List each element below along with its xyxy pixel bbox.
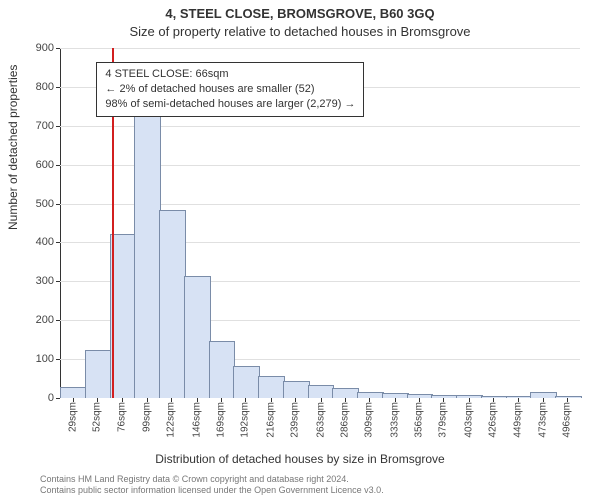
gridline (60, 48, 580, 49)
histogram-bar (60, 387, 87, 398)
histogram-bar (233, 366, 260, 398)
footer-line-2: Contains public sector information licen… (40, 485, 590, 496)
xtick-label: 146sqm (191, 402, 202, 438)
xtick-label: 286sqm (339, 402, 350, 438)
ytick-mark (56, 204, 60, 205)
xtick-label: 449sqm (512, 402, 523, 438)
ytick-mark (56, 165, 60, 166)
ytick-mark (56, 398, 60, 399)
histogram-bar (481, 396, 508, 398)
ytick-label: 700 (14, 120, 54, 132)
ytick-label: 600 (14, 159, 54, 171)
ytick-label: 300 (14, 275, 54, 287)
histogram-bar (209, 341, 236, 398)
ytick-label: 500 (14, 198, 54, 210)
histogram-bar (407, 394, 434, 398)
histogram-bar (85, 350, 112, 398)
xtick-label: 309sqm (364, 402, 375, 438)
ytick-label: 800 (14, 81, 54, 93)
xtick-label: 216sqm (265, 402, 276, 438)
xtick-label: 263sqm (315, 402, 326, 438)
xtick-label: 192sqm (240, 402, 251, 438)
xtick-label: 426sqm (488, 402, 499, 438)
ytick-mark (56, 320, 60, 321)
ytick-mark (56, 126, 60, 127)
plot-area: 010020030040050060070080090029sqm52sqm76… (60, 48, 580, 398)
ytick-mark (56, 281, 60, 282)
ytick-label: 200 (14, 314, 54, 326)
attribution-footer: Contains HM Land Registry data © Crown c… (40, 474, 590, 497)
xtick-label: 473sqm (537, 402, 548, 438)
histogram-bar (134, 113, 161, 398)
histogram-bar (506, 396, 533, 398)
footer-line-1: Contains HM Land Registry data © Crown c… (40, 474, 590, 485)
histogram-bar (332, 388, 359, 398)
annotation-line-1: ← 2% of detached houses are smaller (52) (105, 82, 355, 97)
annotation-box: 4 STEEL CLOSE: 66sqm← 2% of detached hou… (96, 62, 364, 117)
chart-title-subtitle: Size of property relative to detached ho… (0, 24, 600, 39)
histogram-bar (184, 276, 211, 398)
ytick-mark (56, 359, 60, 360)
xtick-label: 356sqm (414, 402, 425, 438)
ytick-mark (56, 242, 60, 243)
histogram-bar (308, 385, 335, 398)
xtick-label: 239sqm (290, 402, 301, 438)
ytick-mark (56, 87, 60, 88)
xtick-label: 29sqm (67, 402, 78, 432)
ytick-label: 400 (14, 236, 54, 248)
ytick-label: 0 (14, 392, 54, 404)
xtick-label: 169sqm (215, 402, 226, 438)
xtick-label: 99sqm (141, 402, 152, 432)
ytick-label: 900 (14, 42, 54, 54)
xtick-label: 379sqm (438, 402, 449, 438)
xtick-label: 76sqm (117, 402, 128, 432)
ytick-label: 100 (14, 353, 54, 365)
xtick-label: 496sqm (562, 402, 573, 438)
histogram-bar (159, 210, 186, 398)
histogram-bar (258, 376, 285, 398)
histogram-bar (283, 381, 310, 398)
xtick-label: 333sqm (389, 402, 400, 438)
xtick-label: 122sqm (166, 402, 177, 438)
xtick-label: 403sqm (463, 402, 474, 438)
chart-title-address: 4, STEEL CLOSE, BROMSGROVE, B60 3GQ (0, 6, 600, 21)
x-axis-label: Distribution of detached houses by size … (0, 452, 600, 466)
histogram-bar (555, 396, 582, 398)
histogram-bar (357, 392, 384, 398)
histogram-bar (431, 395, 458, 398)
annotation-line-2: 98% of semi-detached houses are larger (… (105, 97, 355, 112)
ytick-mark (56, 48, 60, 49)
xtick-label: 52sqm (92, 402, 103, 432)
y-axis (60, 48, 61, 398)
annotation-line-0: 4 STEEL CLOSE: 66sqm (105, 67, 355, 82)
